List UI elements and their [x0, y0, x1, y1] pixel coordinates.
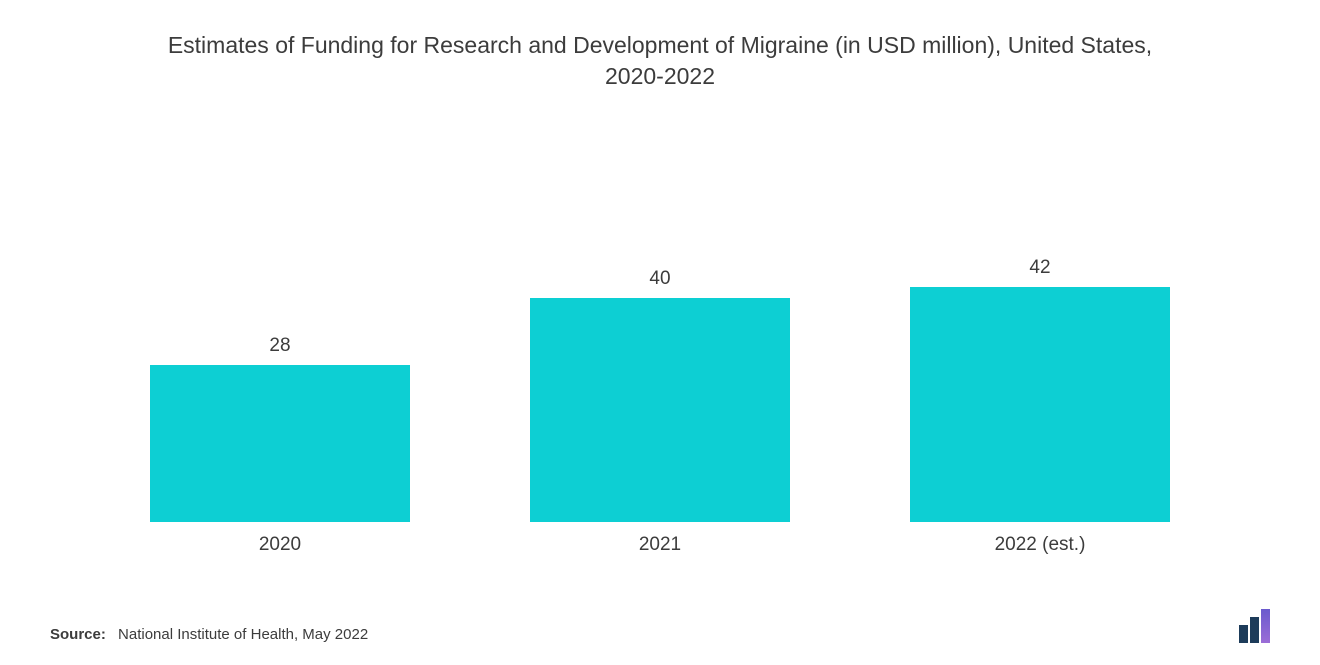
chart-title: Estimates of Funding for Research and De…: [140, 30, 1180, 92]
x-axis-labels: 2020 2021 2022 (est.): [90, 534, 1230, 556]
x-label-2: 2022 (est.): [910, 534, 1170, 556]
value-label-1: 40: [649, 268, 670, 290]
bar-group-2: 42: [910, 257, 1170, 522]
bar-2: [910, 287, 1170, 522]
brand-logo-icon: [1239, 609, 1270, 643]
bar-group-0: 28: [150, 335, 410, 522]
source-citation: Source: National Institute of Health, Ma…: [50, 626, 368, 643]
bar-group-1: 40: [530, 268, 790, 522]
chart-container: Estimates of Funding for Research and De…: [0, 0, 1320, 665]
bar-0: [150, 365, 410, 522]
footer-row: Source: National Institute of Health, Ma…: [50, 609, 1270, 643]
plot-area: 28 40 42: [90, 152, 1230, 522]
bar-1: [530, 298, 790, 522]
source-label: Source:: [50, 626, 106, 643]
value-label-0: 28: [269, 335, 290, 357]
value-label-2: 42: [1029, 257, 1050, 279]
x-label-0: 2020: [150, 534, 410, 556]
source-text: National Institute of Health, May 2022: [118, 626, 368, 643]
x-label-1: 2021: [530, 534, 790, 556]
